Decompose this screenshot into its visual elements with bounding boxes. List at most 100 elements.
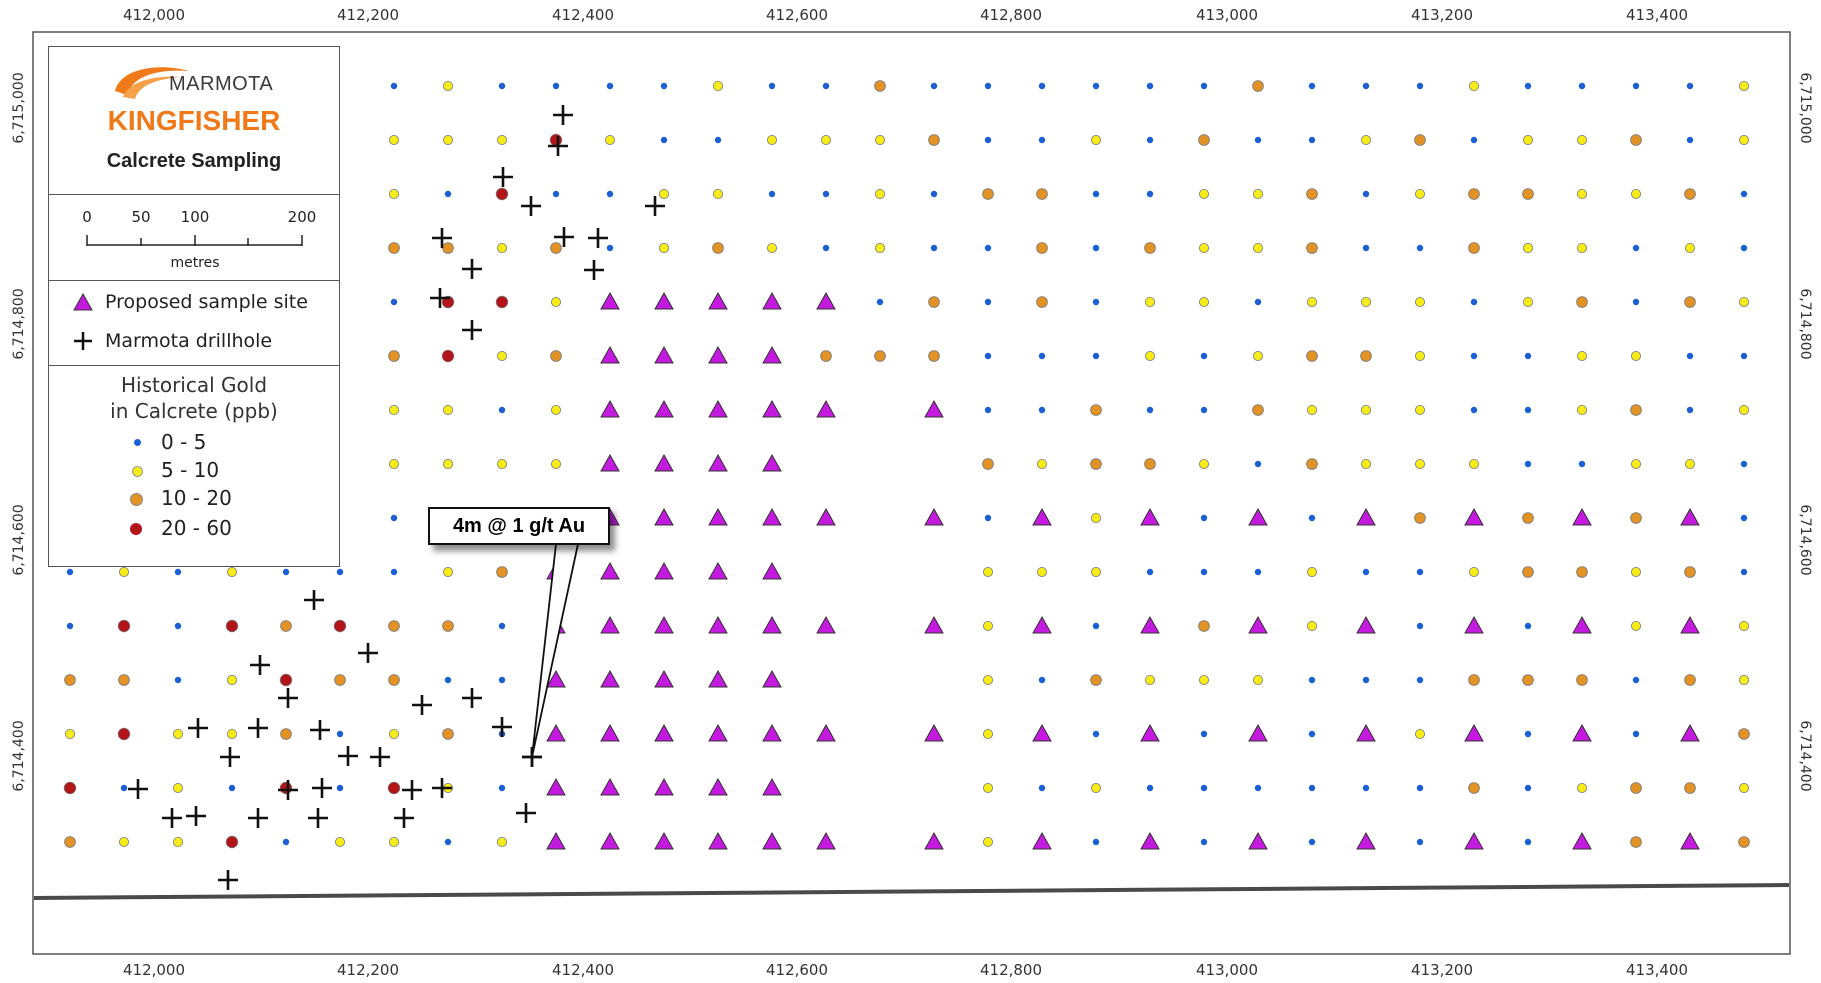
sample-point (984, 298, 992, 306)
proposed-site-marker (924, 615, 944, 634)
sample-point (1416, 568, 1424, 576)
sample-point (1198, 134, 1210, 146)
proposed-site-marker (1680, 723, 1700, 742)
sample-point (768, 82, 776, 90)
y-tick-label: 6,714,600 (1797, 504, 1813, 575)
sample-point (1308, 676, 1316, 684)
sample-point (984, 514, 992, 522)
gold-legend: Historical Gold in Calcrete (ppb) 0 - 5 … (49, 366, 339, 566)
sample-point (1200, 784, 1208, 792)
sample-point (606, 190, 614, 198)
sample-point (1199, 242, 1210, 253)
sample-point (1308, 730, 1316, 738)
sample-point (1738, 728, 1750, 740)
sample-point (390, 82, 398, 90)
sample-point (64, 674, 76, 686)
sample-point (280, 620, 292, 632)
callout-leader (531, 543, 580, 758)
sample-point (1091, 567, 1102, 578)
sample-point (714, 136, 722, 144)
sample-point (550, 350, 562, 362)
sample-point (1685, 242, 1696, 253)
sample-point (1090, 458, 1102, 470)
sample-point (1739, 621, 1750, 632)
proposed-site-marker (762, 291, 782, 310)
sample-point (1146, 568, 1154, 576)
sample-point (174, 568, 182, 576)
sample-point (1252, 404, 1264, 416)
proposed-site-marker (762, 669, 782, 688)
sample-point (172, 729, 183, 740)
sample-point (336, 730, 344, 738)
sample-point (1306, 188, 1318, 200)
intercept-callout: 4m @ 1 g/t Au (428, 507, 610, 545)
proposed-site-marker (1464, 507, 1484, 526)
drillhole-marker (412, 695, 432, 715)
sample-point (1686, 82, 1694, 90)
sample-point (388, 837, 399, 848)
sample-point (1684, 782, 1696, 794)
sample-point (1576, 566, 1588, 578)
sample-point (1576, 674, 1588, 686)
cross-icon (74, 332, 92, 350)
sample-point (280, 728, 292, 740)
sample-point (1146, 136, 1154, 144)
sample-point (1468, 242, 1480, 254)
sample-point (1252, 80, 1264, 92)
sample-point (1307, 404, 1318, 415)
sample-point (388, 620, 400, 632)
sample-point (1524, 406, 1532, 414)
proposed-site-marker (816, 615, 836, 634)
proposed-site-marker (816, 723, 836, 742)
sample-point (442, 458, 453, 469)
drillhole-marker (516, 803, 536, 823)
drillhole-marker (308, 808, 328, 828)
sample-point (1415, 729, 1426, 740)
sample-point (1577, 134, 1588, 145)
sample-point (1415, 404, 1426, 415)
symbol-legend: Proposed sample site Marmota drillhole (49, 281, 339, 366)
proposed-site-marker (546, 723, 566, 742)
sample-point (1308, 136, 1316, 144)
sample-point (1362, 190, 1370, 198)
sample-point (1253, 188, 1264, 199)
proposed-site-marker (600, 399, 620, 418)
sample-point (928, 296, 940, 308)
drillhole-marker (492, 717, 512, 737)
sample-point (982, 188, 994, 200)
sample-point (930, 244, 938, 252)
drillhole-marker (462, 320, 482, 340)
proposed-site-marker (1356, 831, 1376, 850)
sample-point (1631, 567, 1642, 578)
sample-point (64, 836, 76, 848)
sample-point (1416, 244, 1424, 252)
proposed-site-marker (708, 507, 728, 526)
sample-point (1307, 296, 1318, 307)
proposed-site-marker (1572, 507, 1592, 526)
x-tick-label: 413,200 (1411, 961, 1473, 979)
triangle-icon (73, 292, 93, 311)
sample-point (1416, 676, 1424, 684)
sample-point (713, 188, 724, 199)
sample-point (226, 729, 237, 740)
sample-point (1470, 406, 1478, 414)
swoosh-icon (115, 67, 189, 99)
sample-point (442, 404, 453, 415)
proposed-site-marker (1572, 615, 1592, 634)
sample-point (1254, 568, 1262, 576)
drillhole-marker (278, 688, 298, 708)
sample-point (550, 242, 562, 254)
gold-legend-title: Historical Gold in Calcrete (ppb) (49, 366, 339, 424)
sample-point (336, 784, 344, 792)
sample-point (1092, 622, 1100, 630)
drillhole-marker (186, 806, 206, 826)
proposed-site-marker (762, 615, 782, 634)
sample-point (1362, 568, 1370, 576)
y-axis-labels: 6,715,000 6,715,000 6,714,800 6,714,800 6,71… (11, 72, 1813, 791)
brand-name: MARMOTA (169, 73, 274, 95)
sample-point (822, 82, 830, 90)
sample-point (822, 190, 830, 198)
sample-point (1631, 350, 1642, 361)
sample-point (1200, 838, 1208, 846)
sample-point (1469, 567, 1480, 578)
